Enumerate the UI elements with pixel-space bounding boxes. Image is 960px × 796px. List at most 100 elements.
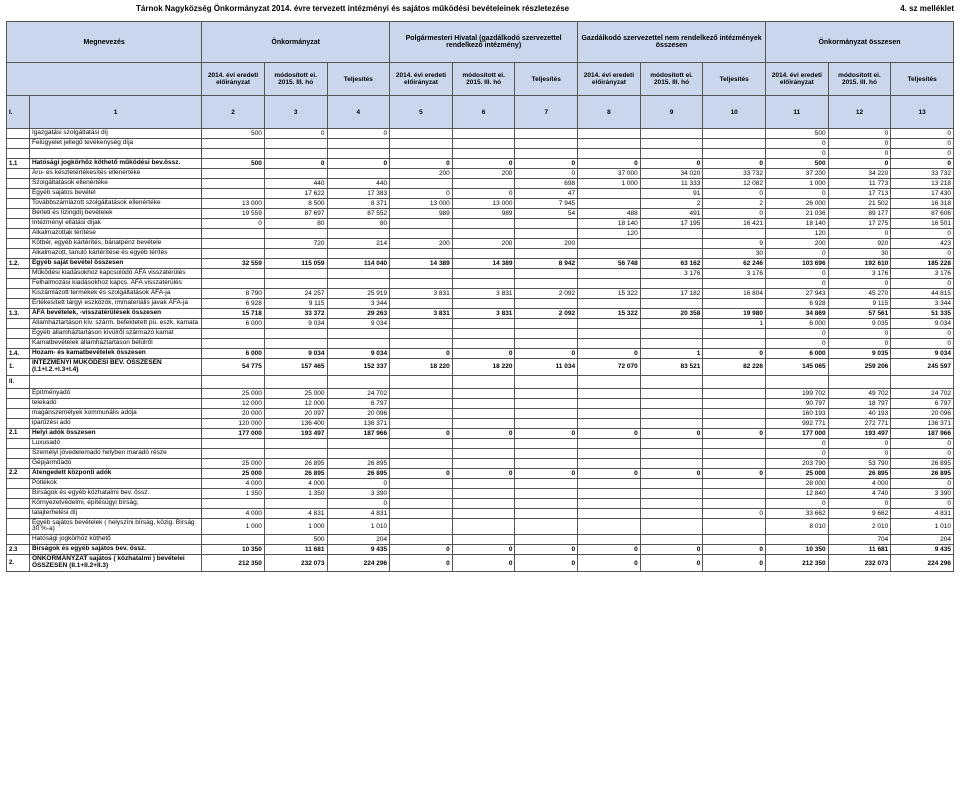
- cell: [515, 398, 578, 408]
- cell: 54 775: [202, 359, 265, 376]
- cell: 11 773: [828, 179, 891, 189]
- cell: [766, 375, 829, 388]
- cell: [202, 339, 265, 349]
- row-label: iparűzési adó: [29, 418, 201, 428]
- cell: [327, 339, 390, 349]
- cell: 0: [766, 279, 829, 289]
- cell: 0: [766, 189, 829, 199]
- row-label: Pótlékok: [29, 478, 201, 488]
- cell: [452, 129, 515, 139]
- cell: 57 561: [828, 309, 891, 319]
- cell: [640, 129, 703, 139]
- cell: 103 696: [766, 259, 829, 269]
- cell: [640, 339, 703, 349]
- cell: 24 702: [327, 388, 390, 398]
- cell: [390, 279, 453, 289]
- cell: 40 193: [828, 408, 891, 418]
- cell: [390, 458, 453, 468]
- cell: 33 372: [264, 309, 327, 319]
- cell: [515, 229, 578, 239]
- row-index: [7, 535, 30, 545]
- cell: 20 096: [891, 408, 954, 418]
- numcol: 3: [264, 96, 327, 129]
- cell: [515, 478, 578, 488]
- row-index: [7, 129, 30, 139]
- subcol: Teljesítés: [891, 63, 954, 96]
- cell: 34 220: [828, 169, 891, 179]
- row-label: Igazgatási szolgáltatási díj: [29, 129, 201, 139]
- cell: [452, 438, 515, 448]
- cell: 0: [640, 159, 703, 169]
- cell: [578, 408, 641, 418]
- cell: 204: [891, 535, 954, 545]
- cell: [390, 139, 453, 149]
- cell: [327, 375, 390, 388]
- cell: 1: [703, 319, 766, 329]
- cell: 200: [390, 169, 453, 179]
- row-label: Felhalmozási kiadásokhoz kapcs. ÁFA viss…: [29, 279, 201, 289]
- cell: 4 740: [828, 488, 891, 498]
- row-label: Értékesített tárgyi eszközök, immateriál…: [29, 299, 201, 309]
- cell: 9 662: [828, 508, 891, 518]
- cell: 9 115: [828, 299, 891, 309]
- cell: 17 182: [640, 289, 703, 299]
- cell: [703, 329, 766, 339]
- cell: 30: [828, 249, 891, 259]
- numcol: 7: [515, 96, 578, 129]
- cell: 9 034: [264, 349, 327, 359]
- cell: 488: [578, 209, 641, 219]
- cell: [578, 518, 641, 535]
- cell: [766, 535, 829, 545]
- cell: [515, 438, 578, 448]
- cell: [264, 269, 327, 279]
- numcol: 6: [452, 96, 515, 129]
- row-label: Kiszámlázott termékek és szolgáltatások …: [29, 289, 201, 299]
- cell: 0: [891, 478, 954, 488]
- cell: 11 333: [640, 179, 703, 189]
- cell: 6 000: [766, 349, 829, 359]
- subcol: Teljesítés: [327, 63, 390, 96]
- cell: 13 000: [390, 199, 453, 209]
- cell: [452, 149, 515, 159]
- cell: 2 010: [828, 518, 891, 535]
- cell: 0: [766, 139, 829, 149]
- row-index: [7, 239, 30, 249]
- cell: 177 000: [766, 428, 829, 438]
- cell: [578, 199, 641, 209]
- cell: 0: [891, 438, 954, 448]
- cell: [202, 149, 265, 159]
- cell: [202, 229, 265, 239]
- cell: 0: [515, 159, 578, 169]
- cell: [452, 269, 515, 279]
- cell: 0: [390, 468, 453, 478]
- row-label: Bírságok és egyéb sajátos bev. össz.: [29, 545, 201, 555]
- cell: [515, 458, 578, 468]
- row-label: telekadó: [29, 398, 201, 408]
- cell: [578, 319, 641, 329]
- cell: 224 296: [891, 555, 954, 572]
- cell: 720: [264, 239, 327, 249]
- cell: 0: [515, 555, 578, 572]
- cell: [578, 279, 641, 289]
- cell: 2 092: [515, 289, 578, 299]
- cell: 91: [640, 189, 703, 199]
- cell: 187 966: [891, 428, 954, 438]
- cell: [703, 448, 766, 458]
- cell: 185 228: [891, 259, 954, 269]
- cell: [390, 149, 453, 159]
- cell: [452, 299, 515, 309]
- cell: 187 966: [327, 428, 390, 438]
- cell: 199 702: [766, 388, 829, 398]
- cell: 2: [703, 199, 766, 209]
- row-index: [7, 339, 30, 349]
- cell: 0: [327, 478, 390, 488]
- row-label: Egyéb saját bevétel összesen: [29, 259, 201, 269]
- cell: 136 400: [264, 418, 327, 428]
- cell: [264, 375, 327, 388]
- cell: [515, 279, 578, 289]
- cell: [703, 229, 766, 239]
- cell: [452, 508, 515, 518]
- cell: 8 790: [202, 289, 265, 299]
- cell: [640, 398, 703, 408]
- cell: 0: [766, 438, 829, 448]
